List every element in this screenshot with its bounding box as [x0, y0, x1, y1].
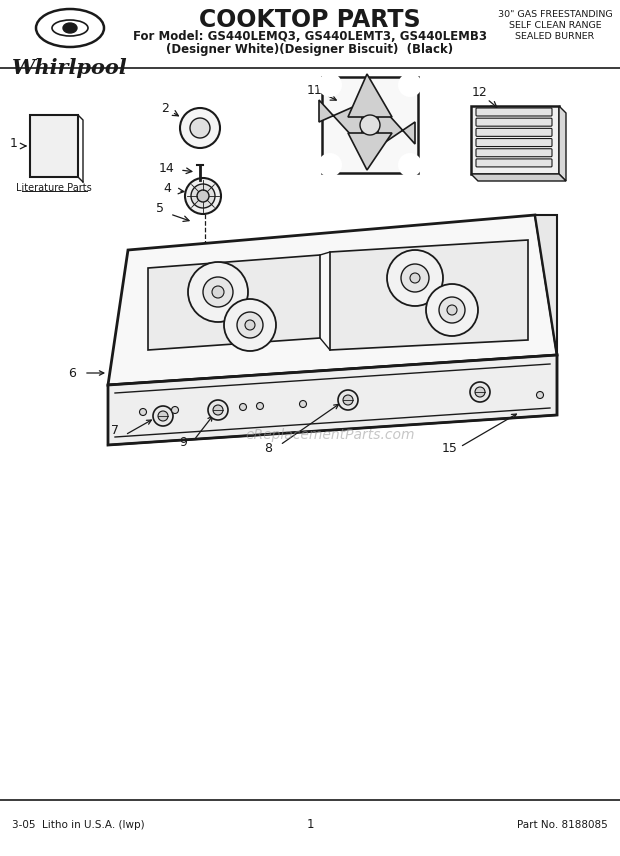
Circle shape [213, 405, 223, 415]
Text: 8: 8 [264, 442, 272, 455]
Circle shape [245, 320, 255, 330]
Text: SELF CLEAN RANGE: SELF CLEAN RANGE [508, 21, 601, 30]
Circle shape [318, 153, 342, 177]
Circle shape [318, 73, 342, 97]
Polygon shape [471, 174, 566, 181]
FancyBboxPatch shape [476, 139, 552, 146]
Circle shape [410, 273, 420, 283]
Circle shape [237, 312, 263, 338]
Text: 9: 9 [179, 436, 187, 449]
Polygon shape [108, 215, 557, 385]
Circle shape [239, 403, 247, 411]
Text: 12: 12 [472, 86, 488, 98]
Polygon shape [535, 215, 557, 415]
Polygon shape [348, 74, 392, 117]
Text: (Designer White)(Designer Biscuit)  (Black): (Designer White)(Designer Biscuit) (Blac… [166, 43, 454, 56]
Circle shape [447, 305, 457, 315]
Text: COOKTOP PARTS: COOKTOP PARTS [199, 8, 421, 32]
Text: 2: 2 [161, 102, 169, 115]
Text: Part No. 8188085: Part No. 8188085 [517, 820, 608, 830]
Circle shape [299, 401, 306, 407]
Circle shape [212, 286, 224, 298]
Circle shape [360, 115, 380, 135]
Ellipse shape [36, 9, 104, 47]
Circle shape [153, 406, 173, 426]
Circle shape [185, 178, 221, 214]
Polygon shape [330, 240, 528, 350]
Text: Literature Parts: Literature Parts [16, 183, 92, 193]
Text: 6: 6 [68, 366, 76, 379]
Circle shape [191, 184, 215, 208]
Circle shape [140, 408, 146, 415]
Ellipse shape [52, 20, 88, 36]
Circle shape [190, 118, 210, 138]
Circle shape [475, 387, 485, 397]
Text: 5: 5 [156, 201, 164, 215]
Circle shape [203, 277, 233, 307]
FancyBboxPatch shape [476, 149, 552, 157]
Text: 1: 1 [10, 136, 18, 150]
Text: 15: 15 [442, 442, 458, 455]
Circle shape [208, 400, 228, 420]
Text: 11: 11 [307, 84, 323, 97]
Circle shape [188, 262, 248, 322]
Circle shape [224, 299, 276, 351]
Text: 3-05  Litho in U.S.A. (lwp): 3-05 Litho in U.S.A. (lwp) [12, 820, 144, 830]
Circle shape [197, 190, 209, 202]
FancyBboxPatch shape [476, 128, 552, 136]
Circle shape [401, 264, 429, 292]
Circle shape [343, 395, 353, 405]
Text: 14: 14 [159, 162, 175, 175]
Text: 1: 1 [306, 818, 314, 831]
Text: 7: 7 [111, 424, 119, 437]
Text: For Model: GS440LEMQ3, GS440LEMT3, GS440LEMB3: For Model: GS440LEMQ3, GS440LEMT3, GS440… [133, 30, 487, 43]
Circle shape [257, 402, 264, 409]
Ellipse shape [63, 23, 77, 33]
Circle shape [439, 297, 465, 323]
Text: SEALED BURNER: SEALED BURNER [515, 32, 595, 41]
Polygon shape [348, 133, 392, 170]
FancyBboxPatch shape [322, 77, 418, 173]
Circle shape [398, 73, 422, 97]
Polygon shape [148, 255, 320, 350]
FancyBboxPatch shape [476, 108, 552, 116]
Text: 30" GAS FREESTANDING: 30" GAS FREESTANDING [498, 10, 613, 19]
Circle shape [172, 407, 179, 413]
FancyBboxPatch shape [471, 106, 559, 174]
Circle shape [398, 153, 422, 177]
Circle shape [387, 250, 443, 306]
FancyBboxPatch shape [30, 115, 78, 177]
FancyBboxPatch shape [476, 118, 552, 126]
Circle shape [338, 390, 358, 410]
Circle shape [180, 108, 220, 148]
Circle shape [158, 411, 168, 421]
Circle shape [536, 391, 544, 399]
Text: Whirlpool: Whirlpool [12, 58, 128, 78]
Polygon shape [559, 106, 566, 181]
Circle shape [470, 382, 490, 402]
Text: eReplacementParts.com: eReplacementParts.com [246, 428, 415, 442]
FancyBboxPatch shape [476, 159, 552, 167]
Polygon shape [108, 355, 557, 445]
Polygon shape [319, 100, 362, 147]
Text: 4: 4 [163, 181, 171, 194]
Circle shape [426, 284, 478, 336]
Polygon shape [378, 103, 415, 147]
